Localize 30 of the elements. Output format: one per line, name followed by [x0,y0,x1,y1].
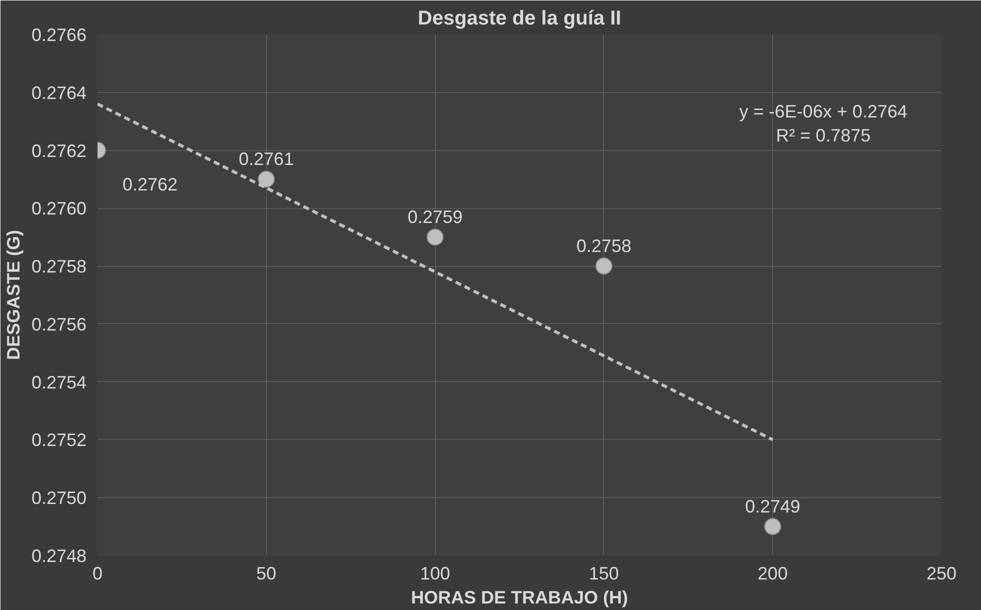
point [426,228,444,246]
x-tick-label: 150 [588,564,619,584]
annotation: y = -6E-06x + 0.2764 [739,101,908,122]
y-tick-label: 0.2750 [31,488,87,508]
x-tick-label: 100 [420,564,450,584]
x-tick-label: 250 [926,564,957,584]
y-tick-label: 0.2754 [31,372,87,392]
chart-title: Desgaste de la guía II [418,8,622,30]
y-tick-label: 0.2758 [31,256,87,277]
data-label: 0.2762 [122,174,178,194]
point [595,258,612,275]
y-tick-label: 0.2766 [31,25,87,45]
x-axis-title: HORAS DE TRABAJO (H) [411,588,628,608]
y-axis-title: DESGASTE (G) [3,230,24,360]
y-tick-label: 0.2764 [31,82,87,103]
point [764,518,782,536]
y-tick-label: 0.2752 [31,430,87,450]
x-tick-label: 200 [758,564,788,584]
y-tick-label: 0.2762 [31,140,87,161]
x-tick-label: 50 [256,564,276,584]
data-label: 0.2759 [408,207,463,228]
point [258,170,275,188]
x-tick-label: 0 [92,564,103,584]
data-label: 0.2749 [745,496,800,517]
y-tick-label: 0.2760 [31,198,87,219]
data-label: 0.2761 [238,149,294,170]
y-tick-label: 0.2756 [31,314,87,334]
annotation: R² = 0.7875 [776,125,871,146]
y-tick-label: 0.2748 [31,546,87,566]
data-label: 0.2758 [576,236,632,256]
